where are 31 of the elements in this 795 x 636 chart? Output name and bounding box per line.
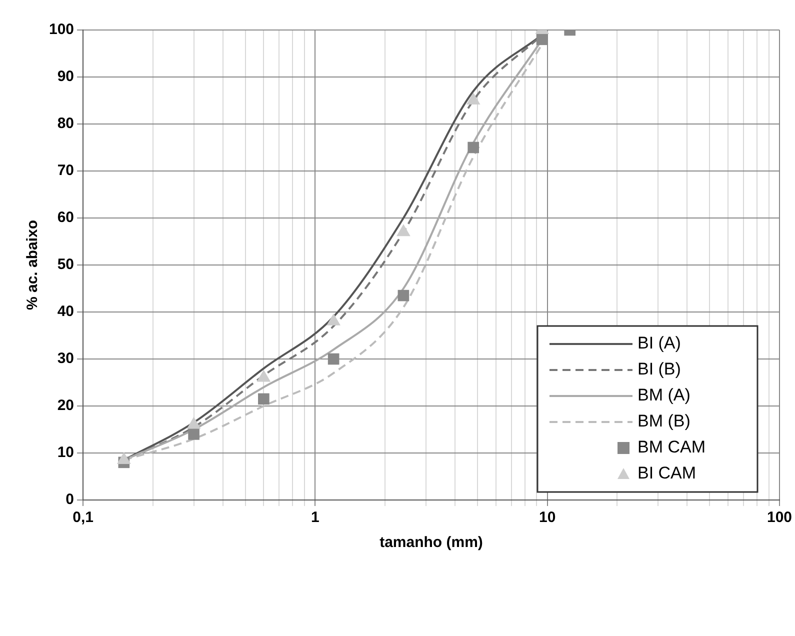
- y-tick-label: 20: [57, 397, 74, 414]
- x-tick-label: 100: [766, 509, 792, 526]
- legend-label: BM (A): [637, 386, 690, 405]
- x-tick-label: 10: [538, 509, 556, 526]
- y-axis-title: % ac. abaixo: [24, 220, 42, 310]
- y-tick-label: 70: [57, 162, 74, 180]
- y-tick-label: 80: [57, 115, 74, 132]
- y-tick-label: 100: [48, 21, 74, 38]
- x-axis-title: tamanho (mm): [380, 534, 483, 552]
- point: [258, 393, 270, 405]
- x-tick-label: 1: [311, 509, 320, 526]
- legend-label: BI CAM: [637, 464, 696, 483]
- y-tick-label: 90: [57, 68, 74, 86]
- y-tick-label: 50: [57, 256, 74, 274]
- y-tick-label: 10: [57, 444, 74, 462]
- y-tick-label: 0: [66, 491, 74, 508]
- point: [186, 416, 201, 429]
- legend-label: BI (A): [637, 334, 681, 353]
- x-tick-label: 0,1: [72, 509, 94, 526]
- point: [468, 142, 479, 154]
- point: [188, 428, 200, 440]
- point: [536, 34, 548, 46]
- y-tick-label: 60: [57, 209, 74, 226]
- y-tick-label: 40: [57, 303, 74, 320]
- point: [328, 353, 340, 365]
- legend-label: BM (B): [637, 412, 690, 431]
- y-tick-label: 30: [57, 350, 74, 368]
- point: [398, 290, 410, 302]
- legend-label: BM CAM: [637, 438, 706, 457]
- point: [116, 452, 131, 464]
- legend-label: BI (B): [637, 360, 681, 379]
